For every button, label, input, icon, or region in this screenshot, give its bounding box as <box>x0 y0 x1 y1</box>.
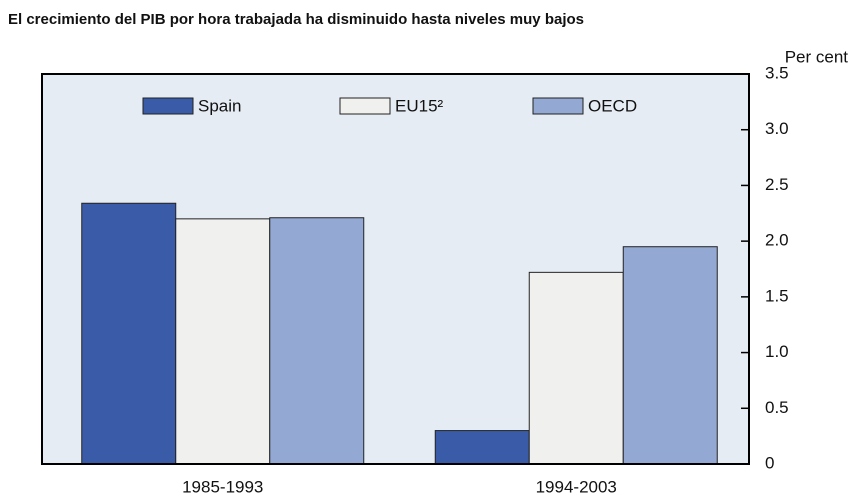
y-tick-label: 3.0 <box>765 119 789 138</box>
legend-swatch <box>142 97 194 115</box>
y-tick-label: 2.0 <box>765 231 789 250</box>
bar <box>269 217 365 465</box>
y-tick-label: 0 <box>765 453 774 472</box>
plot-frame <box>41 73 750 465</box>
y-tick-label: 1.0 <box>765 342 789 361</box>
y-tick-label: 0.5 <box>765 398 789 417</box>
chart-title: El crecimiento del PIB por hora trabajad… <box>8 11 584 28</box>
bar <box>81 202 177 465</box>
bar <box>175 218 271 465</box>
y-axis-label: Per cent <box>785 47 849 66</box>
y-tick-label: 2.5 <box>765 175 789 194</box>
y-tick-label: 1.5 <box>765 286 789 305</box>
legend-label: EU15² <box>395 96 444 115</box>
bar <box>528 271 624 465</box>
bar <box>434 430 530 465</box>
legend-label: OECD <box>588 96 637 115</box>
x-tick-label: 1994-2003 <box>536 477 617 496</box>
legend-swatch <box>339 97 391 115</box>
bar <box>622 246 718 465</box>
y-tick-label: 3.5 <box>765 63 789 82</box>
legend-label: Spain <box>198 96 241 115</box>
x-tick-label: 1985-1993 <box>182 477 263 496</box>
legend-swatch <box>532 97 584 115</box>
